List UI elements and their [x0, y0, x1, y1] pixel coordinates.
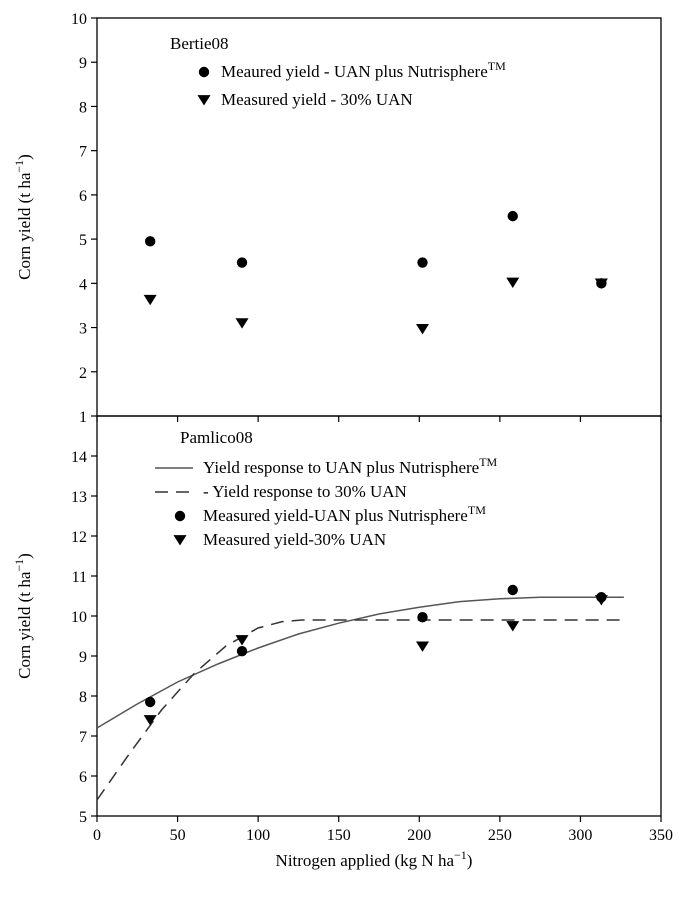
legend-entry-text: Measured yield - 30% UAN [221, 90, 413, 109]
triangle-point [235, 635, 249, 646]
triangle-point [416, 324, 430, 335]
legend-triangle-icon [173, 535, 187, 546]
dashed-response-line [96, 619, 624, 801]
legend-entry-text-sup: TM [479, 455, 497, 469]
legend-entry-text: Yield response to UAN plus NutrisphereTM [203, 455, 498, 477]
circle-point [417, 257, 428, 268]
y-tick-label: 6 [79, 769, 87, 786]
triangle-point [143, 294, 157, 306]
y-tick-label: 5 [79, 809, 87, 826]
triangle-point [143, 715, 157, 726]
x-tick-label: 200 [407, 827, 431, 844]
legend-entry-text-main: Measured yield-30% UAN [203, 530, 386, 549]
y-tick-label: 6 [79, 188, 87, 205]
legend-entry-text-main: Yield response to UAN plus Nutrisphere [203, 458, 479, 477]
y-axis-title-2-main: Corn yield (t ha [15, 571, 34, 679]
legend-entry-text-main: Meaured yield - UAN plus Nutrisphere [221, 62, 488, 81]
y-axis-title-2-end: ) [15, 553, 34, 559]
circle-point [236, 646, 248, 657]
axis-ticks [91, 17, 662, 822]
legend-triangle-icon [197, 95, 211, 106]
y-axis-title-1-end: ) [15, 154, 34, 160]
panel-label-1: Bertie08 [170, 34, 229, 53]
x-axis-title: Nitrogen applied (kg N ha−1) [276, 848, 473, 870]
y-tick-label: 7 [79, 144, 87, 161]
legend-entry-text: Measured yield-30% UAN [203, 530, 386, 549]
legend-entry-text-sup: TM [488, 59, 506, 73]
y-tick-label: 14 [71, 449, 87, 466]
legend-entry-text-sup: TM [468, 503, 486, 517]
response-curves [96, 596, 624, 801]
circle-point [417, 612, 428, 623]
x-tick-label: 350 [649, 827, 673, 844]
y-tick-label: 10 [71, 11, 87, 28]
panel-label-2: Pamlico08 [180, 428, 253, 447]
x-tick-label: 100 [246, 827, 270, 844]
legend-entry-text: Measured yield-UAN plus NutrisphereTM [203, 503, 486, 525]
x-tick-label: 300 [568, 827, 592, 844]
x-axis-title-end: ) [467, 851, 473, 870]
y-tick-label: 8 [79, 99, 87, 116]
legend-entry-text-main: - Yield response to 30% UAN [203, 482, 407, 501]
data-points [143, 210, 608, 726]
x-axis-title-sup: −1 [454, 848, 467, 862]
circle-point [507, 584, 518, 596]
y-axis-title-1-sup: −1 [12, 160, 26, 173]
y-axis-title-1-main: Corn yield (t ha [15, 172, 34, 280]
triangle-point [235, 318, 249, 329]
y-tick-label: 13 [71, 489, 87, 506]
circle-point [507, 210, 518, 222]
triangle-point [594, 278, 608, 289]
triangle-point [594, 595, 608, 606]
y-tick-label: 9 [79, 649, 87, 666]
legend-entry-text: Meaured yield - UAN plus NutrisphereTM [221, 59, 506, 81]
plot-frames [96, 17, 662, 817]
legend-entry-text-main: Measured yield - 30% UAN [221, 90, 413, 109]
x-tick-label: 250 [488, 827, 512, 844]
y-tick-label: 2 [79, 365, 87, 382]
y-tick-label: 9 [79, 55, 87, 72]
triangle-point [416, 641, 430, 652]
circle-point [144, 696, 156, 708]
y-tick-label: 1 [79, 409, 87, 426]
circle-point [144, 236, 156, 247]
y-axis-title-2: Corn yield (t ha−1) [12, 553, 34, 679]
solid-response-line [96, 596, 624, 729]
legend-entry-text: - Yield response to 30% UAN [203, 482, 407, 501]
y-tick-label: 10 [71, 609, 87, 626]
x-tick-label: 0 [93, 827, 101, 844]
y-tick-label: 5 [79, 232, 87, 249]
y-tick-label: 4 [79, 276, 87, 293]
legend-circle-icon [174, 510, 186, 522]
x-axis-title-main: Nitrogen applied (kg N ha [276, 851, 455, 870]
circle-point [236, 257, 248, 268]
x-tick-label: 150 [327, 827, 351, 844]
y-axis-title-1: Corn yield (t ha−1) [12, 154, 34, 280]
x-tick-label: 50 [170, 827, 186, 844]
y-axis-title-2-sup: −1 [12, 559, 26, 572]
legends: Meaured yield - UAN plus NutrisphereTMMe… [155, 59, 506, 549]
legend-entry-text-main: Measured yield-UAN plus Nutrisphere [203, 506, 468, 525]
y-tick-label: 12 [71, 529, 87, 546]
y-tick-label: 7 [79, 729, 87, 746]
triangle-point [506, 277, 520, 288]
y-tick-label: 3 [79, 321, 87, 338]
y-tick-label: 8 [79, 689, 87, 706]
y-tick-label: 11 [72, 569, 87, 586]
triangle-point [506, 621, 520, 632]
legend-circle-icon [198, 66, 210, 78]
